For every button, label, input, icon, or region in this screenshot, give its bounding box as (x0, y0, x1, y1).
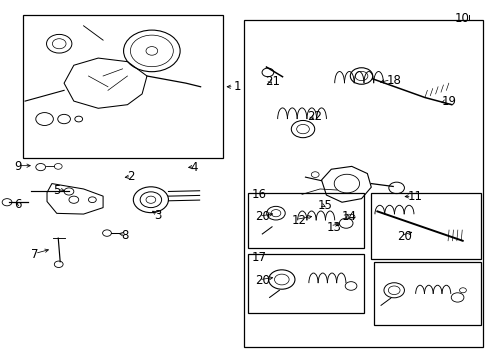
Text: 20: 20 (255, 211, 269, 224)
Text: 4: 4 (190, 161, 198, 174)
Text: 19: 19 (441, 95, 456, 108)
Text: 2: 2 (127, 170, 135, 183)
Text: 3: 3 (154, 209, 162, 222)
Text: 21: 21 (265, 75, 280, 88)
Text: 22: 22 (306, 110, 321, 123)
Text: 6: 6 (14, 198, 22, 211)
Text: 16: 16 (251, 188, 266, 201)
Text: 7: 7 (31, 248, 39, 261)
Text: 20: 20 (255, 274, 269, 287)
Text: 10: 10 (453, 12, 468, 25)
Text: 18: 18 (386, 74, 401, 87)
Bar (248, 253, 363, 313)
Text: 13: 13 (326, 221, 341, 234)
Bar (370, 193, 480, 259)
Text: 5: 5 (53, 184, 61, 197)
Text: 1: 1 (233, 80, 241, 93)
Text: 20: 20 (396, 230, 411, 243)
Text: 14: 14 (341, 210, 356, 223)
Bar (248, 193, 363, 248)
Bar (22, 15, 222, 158)
Bar (373, 262, 480, 325)
Bar (244, 21, 483, 347)
Text: 11: 11 (407, 190, 422, 203)
Text: 9: 9 (14, 160, 22, 173)
Text: 17: 17 (251, 251, 266, 264)
Text: 8: 8 (122, 229, 129, 242)
Text: 12: 12 (291, 214, 306, 227)
Text: 15: 15 (318, 199, 332, 212)
